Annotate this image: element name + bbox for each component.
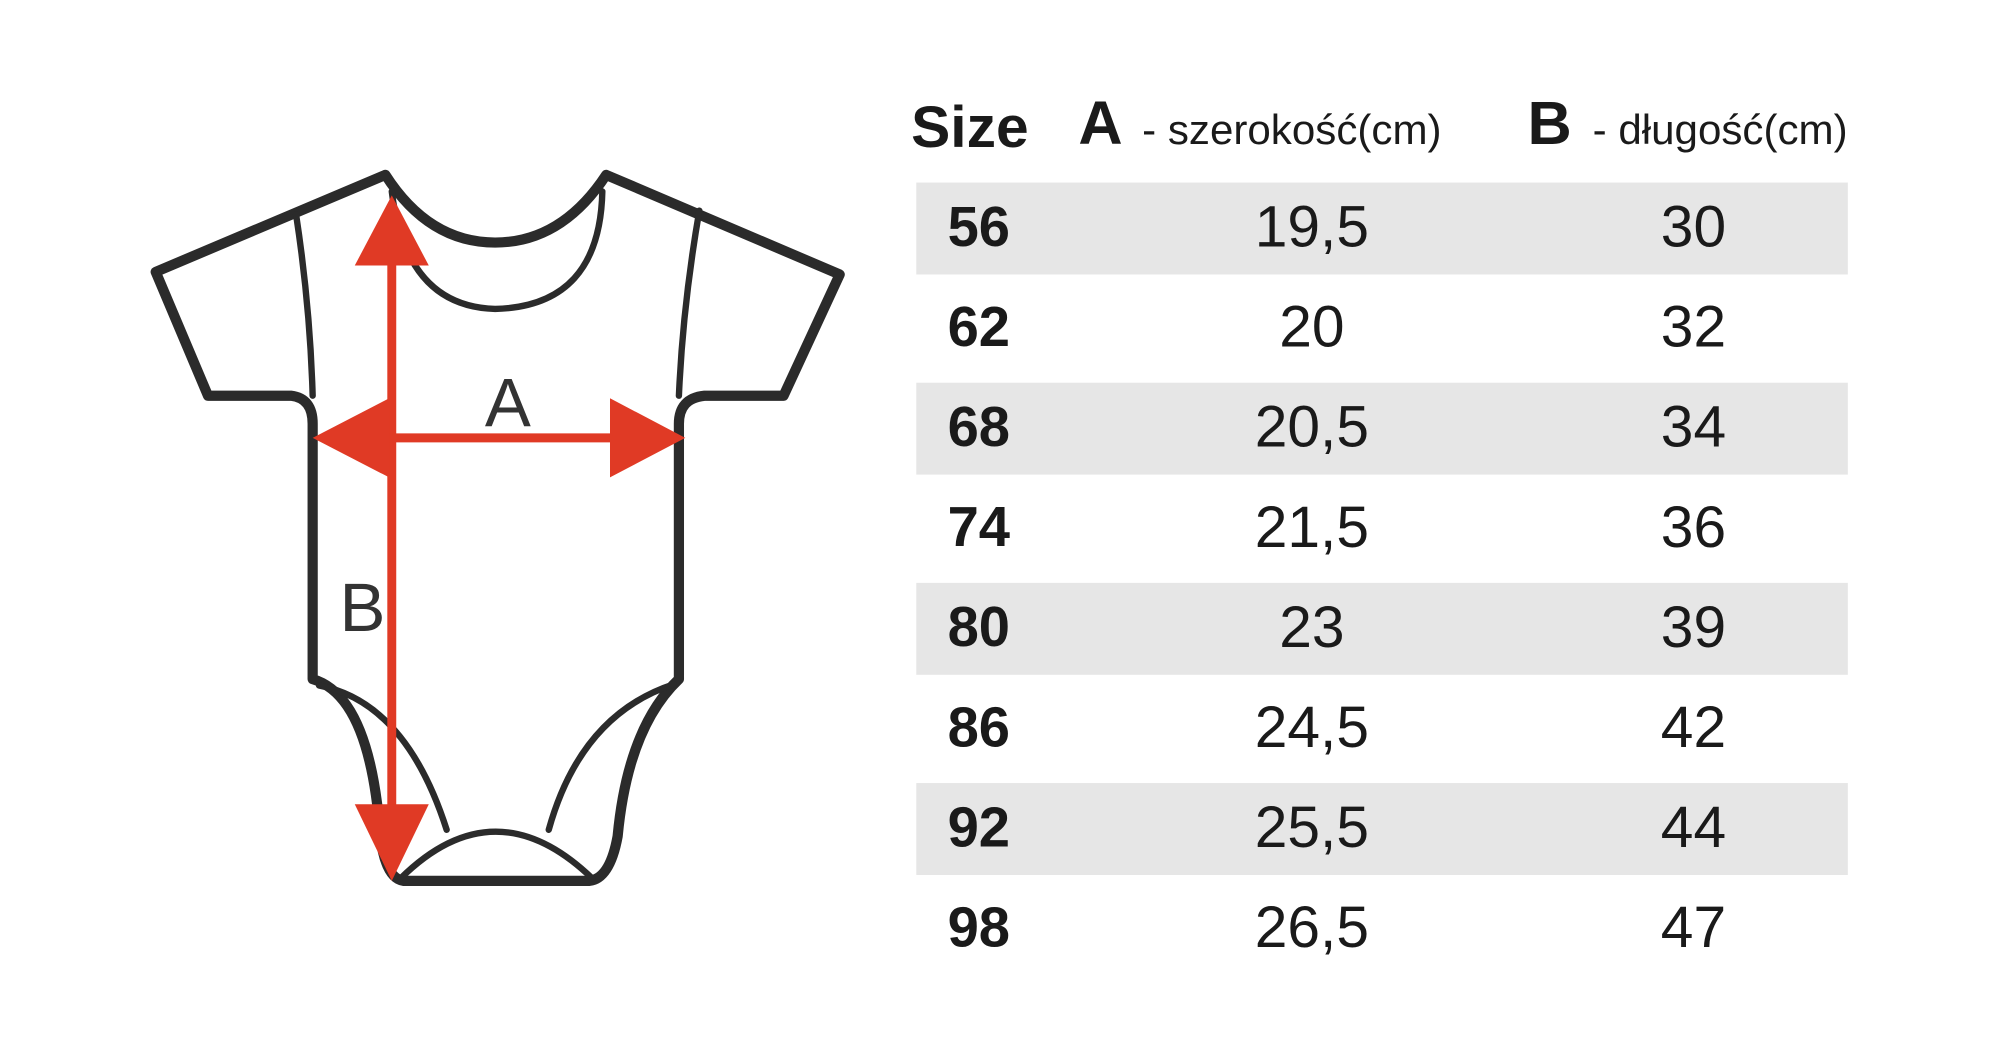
row-stripe xyxy=(916,783,1848,875)
header-size: Size xyxy=(911,95,1028,160)
measure-cell: 42 xyxy=(1661,695,1726,760)
measure-cell: 20,5 xyxy=(1255,395,1369,460)
row-stripe xyxy=(916,582,1848,675)
size-table: Size A - szerokość(cm) B - długość(cm) 5… xyxy=(911,89,1848,960)
arrow-head xyxy=(354,195,429,266)
size-cell: 98 xyxy=(948,895,1010,958)
measure-cell: 39 xyxy=(1661,595,1726,660)
measure-cell: 34 xyxy=(1661,395,1726,460)
size-cell: 56 xyxy=(948,195,1010,258)
header-b: B xyxy=(1528,89,1572,157)
right-sleeve-seam xyxy=(675,207,703,399)
measure-cell: 47 xyxy=(1661,895,1726,960)
size-cell: 80 xyxy=(948,595,1010,658)
measure-cell: 24,5 xyxy=(1255,695,1369,760)
measure-cell: 44 xyxy=(1661,795,1726,860)
row-stripe xyxy=(916,182,1848,275)
measure-cell: 23 xyxy=(1279,595,1344,660)
header-a-text: - szerokość(cm) xyxy=(1142,106,1441,153)
label-b: B xyxy=(339,569,385,646)
onesie-diagram: A B xyxy=(150,169,845,886)
size-cell: 92 xyxy=(948,795,1010,858)
label-a: A xyxy=(485,365,531,442)
measure-cell: 32 xyxy=(1661,295,1726,360)
size-cell: 86 xyxy=(948,695,1010,758)
size-cell: 74 xyxy=(948,495,1010,558)
left-sleeve-seam xyxy=(292,211,316,399)
row-stripe xyxy=(916,382,1848,475)
measure-cell: 19,5 xyxy=(1255,195,1369,260)
arrow-head xyxy=(609,398,686,478)
measure-cell: 26,5 xyxy=(1255,895,1369,960)
measure-cell: 36 xyxy=(1661,495,1726,560)
measure-cell: 21,5 xyxy=(1255,495,1369,560)
arrow-head xyxy=(354,804,429,881)
crotch-snap xyxy=(397,828,596,882)
measure-cell: 30 xyxy=(1661,195,1726,260)
size-cell: 68 xyxy=(948,395,1010,458)
right-leg-opening xyxy=(545,681,677,833)
header-b-text: - długość(cm) xyxy=(1593,106,1848,153)
arrow-head xyxy=(312,398,390,478)
measure-cell: 20 xyxy=(1279,295,1344,360)
measure-cell: 25,5 xyxy=(1255,795,1369,860)
header-a: A xyxy=(1078,89,1122,157)
size-cell: 62 xyxy=(948,295,1010,358)
